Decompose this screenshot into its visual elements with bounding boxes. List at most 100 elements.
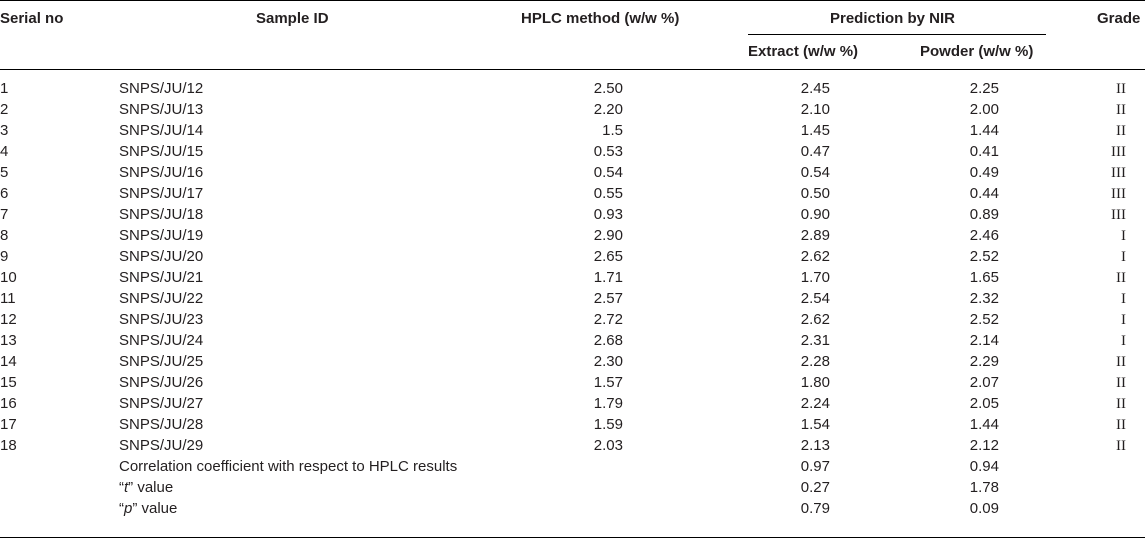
cell-sample-id: SNPS/JU/25: [119, 353, 204, 370]
cell-extract: 2.62: [800, 311, 830, 328]
cell-powder: 1.44: [969, 416, 999, 433]
header-grade: Grade: [1097, 10, 1141, 27]
cell-hplc: 2.30: [593, 353, 623, 370]
cell-powder: 1.65: [969, 269, 999, 286]
cell-powder: 2.12: [969, 437, 999, 454]
cell-sample-id: SNPS/JU/19: [119, 227, 204, 244]
header-hplc-method: HPLC method (w/w %): [521, 10, 680, 27]
stat-extract: 0.97: [800, 458, 830, 475]
cell-grade: I: [1121, 333, 1126, 349]
cell-grade: II: [1116, 417, 1126, 433]
cell-powder: 2.46: [969, 227, 999, 244]
cell-grade: III: [1111, 186, 1126, 202]
cell-powder: 2.32: [969, 290, 999, 307]
cell-powder: 2.05: [969, 395, 999, 412]
header-bottom-rule: [0, 69, 1145, 70]
cell-serial-no: 6: [0, 185, 9, 202]
cell-extract: 0.50: [800, 185, 830, 202]
cell-sample-id: SNPS/JU/24: [119, 332, 204, 349]
cell-extract: 2.24: [800, 395, 830, 412]
cell-extract: 2.10: [800, 101, 830, 118]
cell-sample-id: SNPS/JU/17: [119, 185, 204, 202]
cell-powder: 0.41: [969, 143, 999, 160]
cell-hplc: 2.03: [593, 437, 623, 454]
cell-sample-id: SNPS/JU/16: [119, 164, 204, 181]
cell-powder: 1.44: [969, 122, 999, 139]
cell-sample-id: SNPS/JU/14: [119, 122, 204, 139]
cell-grade: II: [1116, 102, 1126, 118]
cell-extract: 1.70: [800, 269, 830, 286]
cell-hplc: 0.53: [593, 143, 623, 160]
cell-hplc: 0.55: [593, 185, 623, 202]
cell-serial-no: 16: [0, 395, 17, 412]
cell-sample-id: SNPS/JU/20: [119, 248, 204, 265]
cell-hplc: 2.72: [593, 311, 623, 328]
cell-grade: III: [1111, 207, 1126, 223]
cell-extract: 2.45: [800, 80, 830, 97]
cell-grade: II: [1116, 438, 1126, 454]
cell-hplc: 1.57: [593, 374, 623, 391]
stat-label-pre: “: [119, 500, 124, 517]
cell-sample-id: SNPS/JU/29: [119, 437, 204, 454]
cell-hplc: 1.5: [602, 122, 623, 139]
cell-serial-no: 4: [0, 143, 9, 160]
cell-serial-no: 5: [0, 164, 9, 181]
cell-extract: 2.31: [800, 332, 830, 349]
cell-extract: 0.90: [800, 206, 830, 223]
cell-grade: II: [1116, 270, 1126, 286]
cell-extract: 0.47: [800, 143, 830, 160]
stat-label-pre: “: [119, 479, 124, 496]
cell-sample-id: SNPS/JU/27: [119, 395, 204, 412]
cell-sample-id: SNPS/JU/12: [119, 80, 204, 97]
cell-powder: 2.07: [969, 374, 999, 391]
cell-grade: I: [1121, 291, 1126, 307]
stat-powder: 0.94: [969, 458, 999, 475]
cell-hplc: 2.20: [593, 101, 623, 118]
cell-extract: 2.62: [800, 248, 830, 265]
cell-powder: 2.25: [969, 80, 999, 97]
stat-extract: 0.27: [800, 479, 830, 496]
cell-hplc: 1.71: [593, 269, 623, 286]
cell-sample-id: SNPS/JU/23: [119, 311, 204, 328]
cell-hplc: 1.79: [593, 395, 623, 412]
cell-sample-id: SNPS/JU/15: [119, 143, 204, 160]
table-top-rule: [0, 0, 1145, 1]
cell-sample-id: SNPS/JU/18: [119, 206, 204, 223]
stat-label-ital: t: [124, 479, 129, 496]
cell-serial-no: 9: [0, 248, 9, 265]
cell-grade: III: [1111, 165, 1126, 181]
cell-grade: II: [1116, 375, 1126, 391]
stat-extract: 0.79: [800, 500, 830, 517]
cell-hplc: 0.93: [593, 206, 623, 223]
cell-grade: I: [1121, 249, 1126, 265]
cell-extract: 1.80: [800, 374, 830, 391]
cell-sample-id: SNPS/JU/26: [119, 374, 204, 391]
cell-serial-no: 18: [0, 437, 17, 454]
cell-serial-no: 10: [0, 269, 17, 286]
cell-grade: II: [1116, 396, 1126, 412]
header-prediction-by-nir: Prediction by NIR: [830, 10, 956, 27]
cell-powder: 2.14: [969, 332, 999, 349]
stat-label: “p” value: [119, 500, 177, 518]
cell-serial-no: 1: [0, 80, 9, 97]
cell-grade: II: [1116, 354, 1126, 370]
cell-powder: 2.52: [969, 248, 999, 265]
cell-powder: 0.49: [969, 164, 999, 181]
cell-extract: 1.45: [800, 122, 830, 139]
cell-hplc: 2.65: [593, 248, 623, 265]
stat-label-ital: p: [124, 500, 133, 517]
cell-sample-id: SNPS/JU/13: [119, 101, 204, 118]
cell-sample-id: SNPS/JU/22: [119, 290, 204, 307]
cell-powder: 2.29: [969, 353, 999, 370]
cell-extract: 1.54: [800, 416, 830, 433]
stat-label-post: ” value: [132, 500, 178, 517]
cell-grade: II: [1116, 81, 1126, 97]
header-powder: Powder (w/w %): [920, 43, 1034, 60]
stat-powder: 0.09: [969, 500, 999, 517]
cell-serial-no: 7: [0, 206, 9, 223]
cell-extract: 2.13: [800, 437, 830, 454]
cell-hplc: 1.59: [593, 416, 623, 433]
stat-label-pre: Correlation coefficient with respect to …: [119, 458, 458, 475]
cell-serial-no: 8: [0, 227, 9, 244]
